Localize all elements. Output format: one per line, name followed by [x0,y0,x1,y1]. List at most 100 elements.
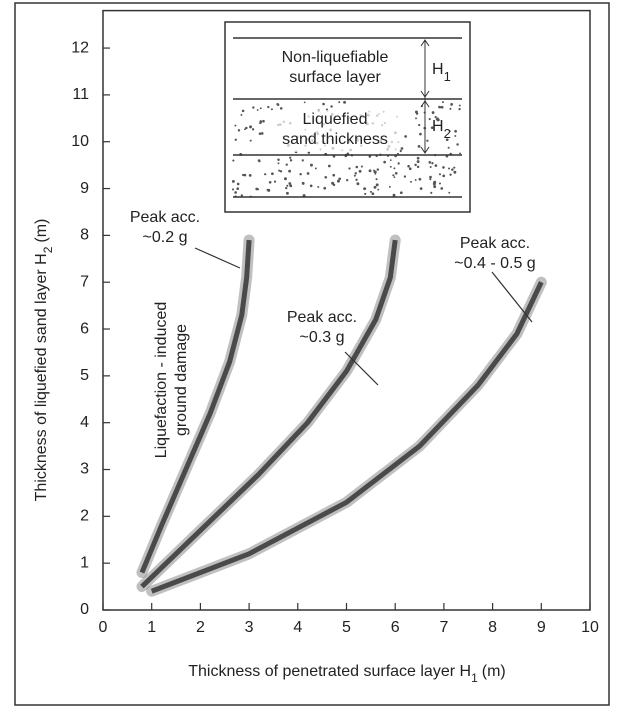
leader-line [344,351,379,386]
sand-dot [363,187,367,191]
sand-dot [415,110,418,114]
x-tick-label: 7 [439,619,448,636]
sand-dot [303,101,306,104]
sand-dot [240,113,243,116]
inset-h-text: H [432,118,444,135]
sand-dot [276,102,279,106]
sand-dot [241,109,245,113]
text-backing [248,48,418,92]
sand-dot [260,132,264,135]
inset-h-text: H [432,61,444,78]
sand-dot [301,181,305,185]
x-tick-label: 1 [147,619,156,636]
sand-dot [283,177,287,181]
sand-dot [450,103,453,106]
text-backing [270,110,400,152]
sand-dot [376,168,380,171]
y-tick-label: 3 [80,461,89,478]
curve-label: ~0.3 g [300,329,345,346]
sand-dot [449,107,452,110]
sand-dot [259,121,262,125]
arrow-head [420,90,430,98]
sand-dot [258,132,262,135]
sand-dot [267,105,270,109]
sand-dot [264,173,267,176]
sand-dot [426,139,429,142]
sand-dot [414,163,417,167]
sand-dot [434,116,437,119]
sand-dot [377,188,380,191]
sand-dot [358,169,362,173]
sand-dot [243,173,247,177]
sand-dot [348,167,351,170]
sand-dot [454,129,457,133]
sand-dot [368,169,372,173]
sand-dot [234,138,237,141]
curve-label: Peak acc. [130,209,200,226]
sand-dot [259,107,262,110]
arrow-head [420,100,430,108]
x-tick-label: 0 [99,619,108,636]
sand-dot [273,180,277,183]
sand-dot [355,178,358,181]
sand-dot [277,158,280,161]
x-tick-label: 2 [196,619,205,636]
sand-dot [323,186,327,190]
sand-dot [355,165,359,169]
curve-label: Peak acc. [460,235,530,252]
sand-dot [383,160,386,164]
sand-dot [416,165,420,169]
sand-dot [445,138,449,142]
sand-dot [338,101,341,104]
sand-dot [279,107,283,110]
sand-dot [289,156,292,159]
y-tick-label: 10 [71,133,89,150]
sand-dot [255,187,259,191]
sand-dot [249,125,253,129]
sand-dot [397,162,400,165]
sand-dot [429,166,432,168]
arrow-head [420,146,430,154]
leader-line [194,247,241,269]
y-axis-label: Thickness of liquefied sand layer H2 (m) [33,219,55,502]
sand-dot [429,175,432,179]
sand-dot [393,176,396,179]
sand-dot [418,177,422,181]
sand-dot [237,129,241,132]
sand-dot [435,118,439,121]
x-tick-label: 8 [488,619,497,636]
sand-dot [327,164,331,168]
y-axis-label-text: Thickness of liquefied sand layer H [33,253,50,501]
sand-dot [330,105,333,108]
y-tick-label: 7 [80,273,89,290]
sand-dot [354,172,357,175]
x-axis-label-unit: (m) [482,663,506,680]
sand-dot [332,173,336,177]
sand-dot [403,175,407,178]
sand-dot [301,159,304,162]
sand-dot [438,173,442,176]
sand-dot [458,104,461,107]
sand-dot [368,155,372,158]
sand-dot [428,118,431,121]
y-tick-label: 6 [80,320,89,337]
sand-dot [449,173,452,176]
sand-dot [322,102,325,106]
x-axis-label-text: Thickness of penetrated surface layer H [188,663,471,680]
inset-text: sand thickness [282,131,388,148]
sand-dot [369,190,372,193]
sand-dot [251,128,255,131]
sand-dot [447,146,450,149]
y-tick-label: 2 [80,508,89,525]
inset: Non-liquefiable surface layer Liquefied san… [224,21,471,213]
inset-text: Non-liquefiable [282,49,389,66]
y-tick-label: 11 [72,86,89,103]
boundary-band [146,276,547,597]
sand-dot [430,191,433,194]
boundary-curve [139,239,252,574]
sand-dot [309,184,313,188]
sand-dot [332,183,336,187]
sand-dot [448,130,451,133]
sand-dot [285,191,289,195]
sand-dot [242,173,245,177]
